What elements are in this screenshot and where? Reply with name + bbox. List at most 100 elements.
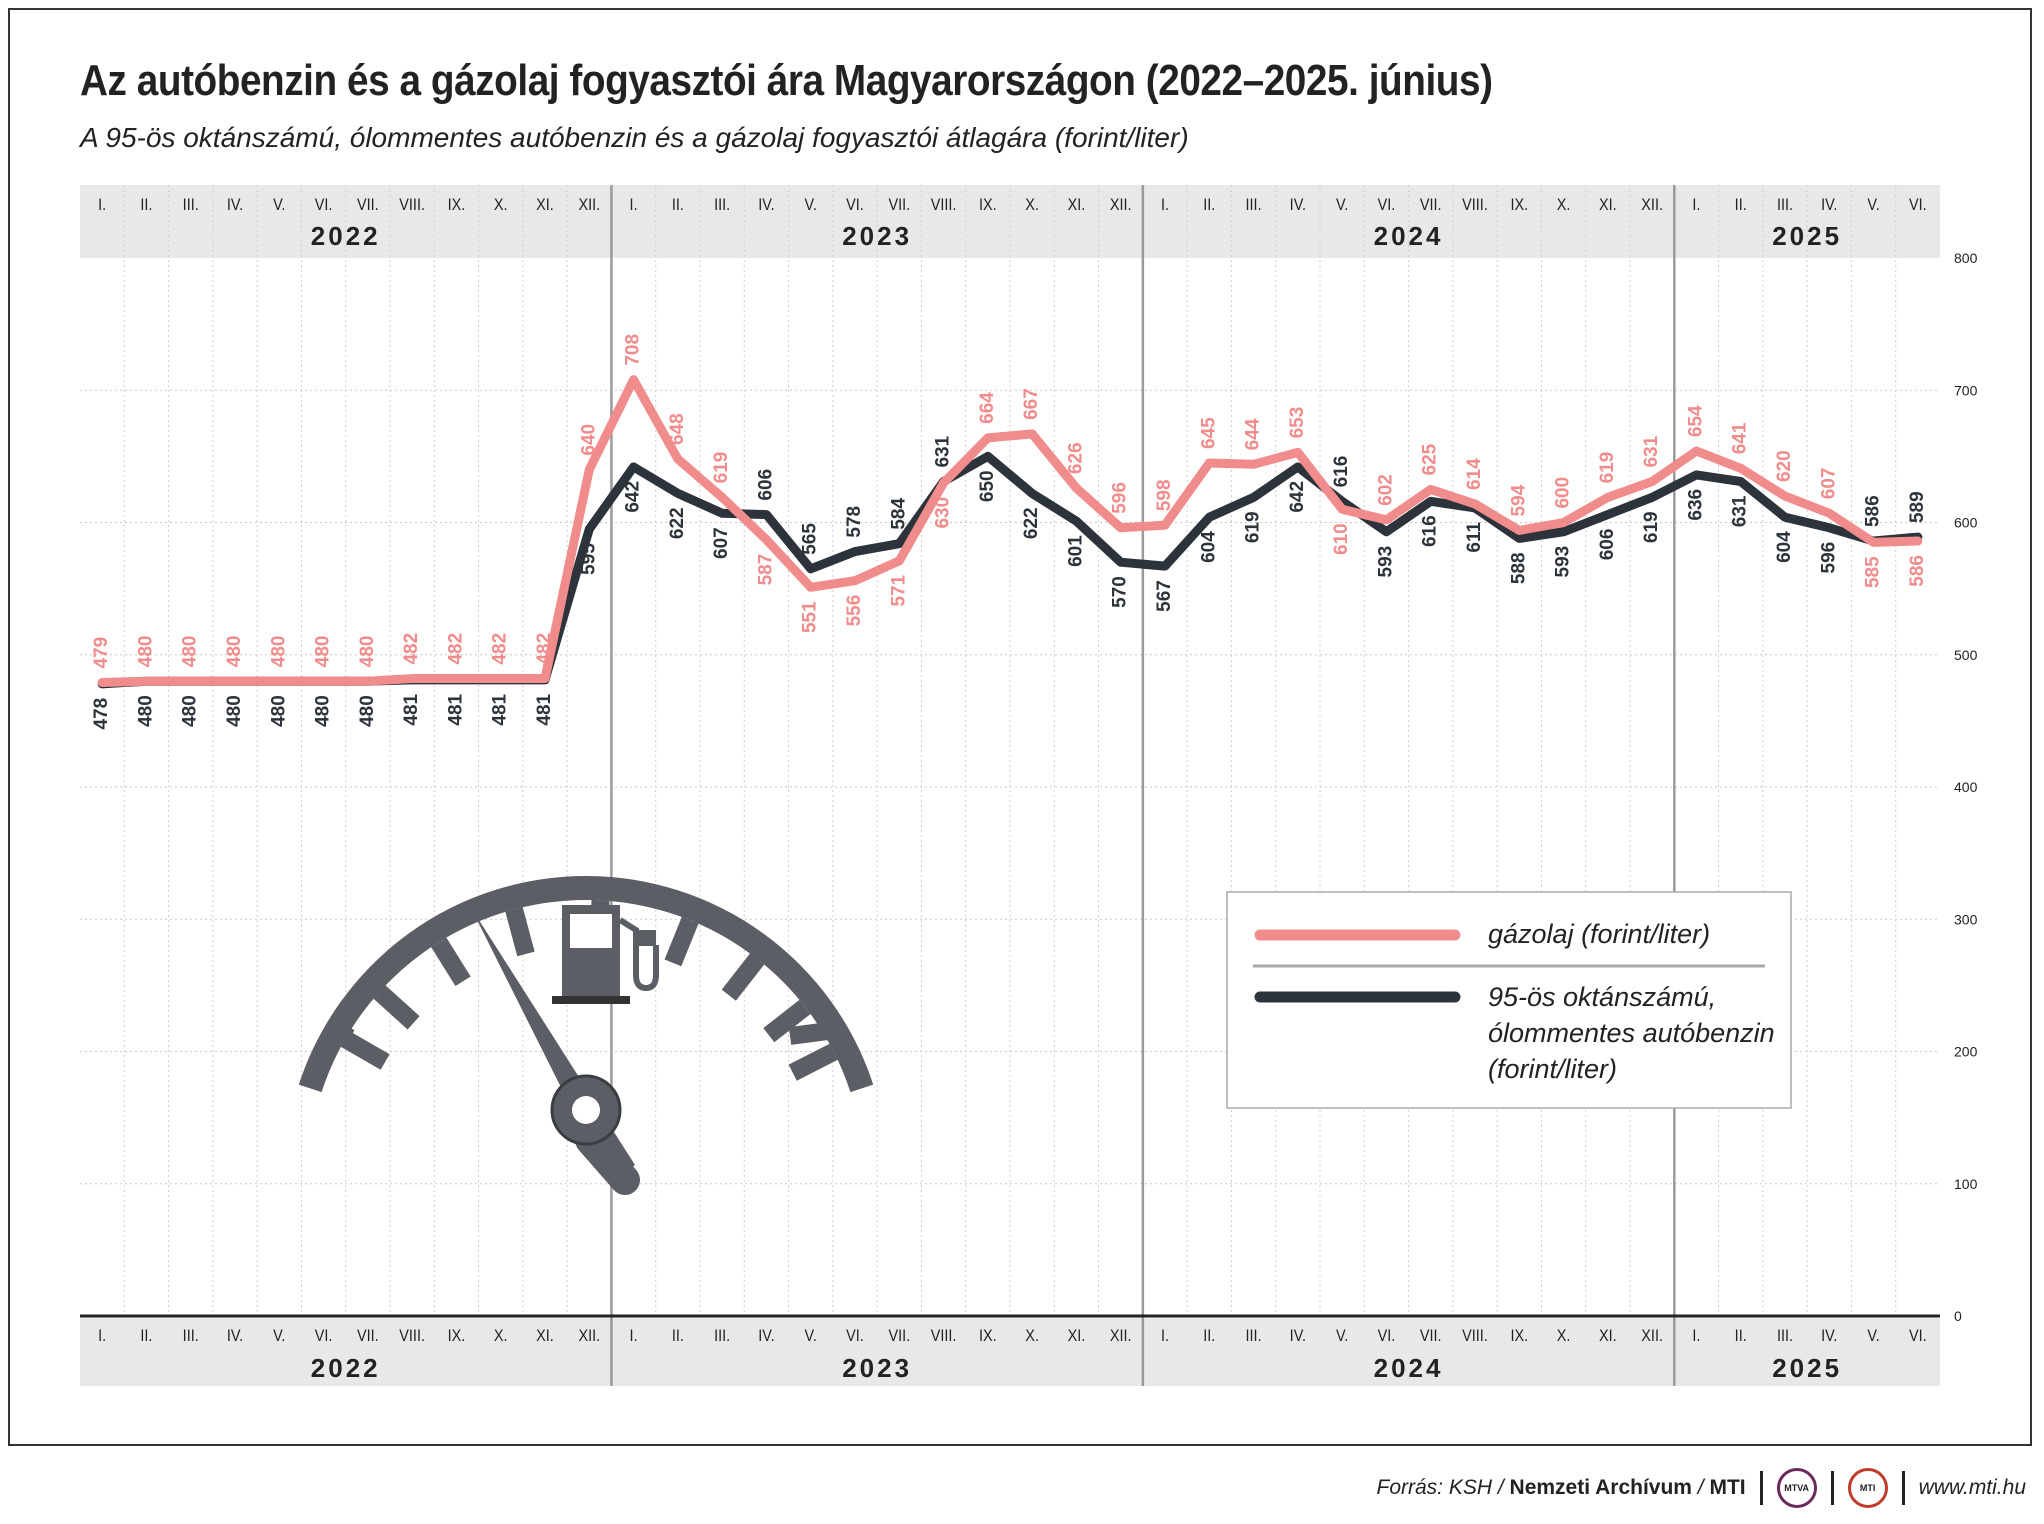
petrol-data-label: 619 <box>1641 511 1662 543</box>
month-label-bottom: XI. <box>1068 1327 1086 1345</box>
month-label-top: II. <box>1735 196 1747 214</box>
month-label-top: IV. <box>227 196 243 214</box>
petrol-data-label: 586 <box>1863 495 1884 527</box>
diesel-data-label: 641 <box>1730 422 1751 454</box>
petrol-data-label: 481 <box>490 693 511 725</box>
month-label-top: VII. <box>1420 196 1442 214</box>
petrol-data-label: 480 <box>135 695 156 727</box>
legend-label-petrol: (forint/liter) <box>1488 1054 1617 1084</box>
year-label-top: 2025 <box>1772 221 1842 251</box>
petrol-data-label: 589 <box>1907 491 1928 523</box>
month-label-top: X. <box>1025 196 1039 214</box>
diesel-data-label: 480 <box>268 635 289 667</box>
gauge-tick <box>431 937 471 987</box>
month-label-bottom: VI. <box>1909 1327 1927 1345</box>
fuel-pump-nozzle <box>638 930 656 946</box>
petrol-data-label: 650 <box>977 470 998 502</box>
gauge-arc <box>298 876 874 1093</box>
petrol-data-label: 611 <box>1464 522 1485 553</box>
month-label-bottom: XI. <box>536 1327 554 1345</box>
petrol-data-label: 642 <box>623 481 644 513</box>
month-label-top: XI. <box>1068 196 1086 214</box>
year-label-bottom: 2024 <box>1374 1353 1444 1383</box>
year-label-top: 2023 <box>842 221 912 251</box>
month-label-bottom: VI. <box>846 1327 864 1345</box>
month-label-bottom: I. <box>1692 1327 1700 1345</box>
month-label-top: IV. <box>1821 196 1837 214</box>
diesel-data-label: 708 <box>623 334 644 366</box>
month-label-bottom: VII. <box>888 1327 910 1345</box>
y-tick-label: 500 <box>1954 647 1978 663</box>
month-label-top: IX. <box>1510 196 1528 214</box>
month-label-top: IX. <box>448 196 466 214</box>
petrol-data-label: 619 <box>1243 511 1264 543</box>
gauge-end-hook <box>331 1022 355 1046</box>
petrol-data-label: 478 <box>91 698 112 730</box>
petrol-data-label: 622 <box>1021 507 1042 539</box>
mti-logo: MTI <box>1847 1468 1888 1508</box>
gauge-needle-tail <box>575 1125 640 1195</box>
footer-divider <box>1759 1471 1763 1505</box>
fuel-pump-hose <box>618 917 659 992</box>
month-label-bottom: IX. <box>448 1327 466 1345</box>
diesel-data-label: 664 <box>977 392 998 424</box>
gauge-tick <box>788 1043 838 1081</box>
website-link[interactable]: www.mti.hu <box>1918 1476 2026 1499</box>
diesel-data-label: 654 <box>1685 405 1706 437</box>
month-label-bottom: II. <box>672 1327 684 1345</box>
diesel-data-label: 653 <box>1287 407 1308 439</box>
source-separator: / <box>1691 1476 1710 1499</box>
diesel-data-label: 598 <box>1154 479 1175 511</box>
month-label-top: II. <box>140 196 152 214</box>
month-label-top: V. <box>273 196 285 214</box>
fuel-pump-window <box>570 914 612 948</box>
month-label-top: XII. <box>1641 196 1663 214</box>
footer-divider <box>1830 1471 1834 1505</box>
month-label-top: IX. <box>979 196 997 214</box>
line-chart: I. I. II. II. III. III. IV. IV. V. V. VI. VI. VII. VI… <box>80 185 1978 1386</box>
diesel-data-label: 667 <box>1021 388 1042 420</box>
month-label-bottom: X. <box>1025 1327 1039 1345</box>
petrol-data-label: 481 <box>445 693 466 725</box>
gauge-tick <box>721 953 765 1001</box>
month-label-top: X. <box>494 196 508 214</box>
month-label-bottom: III. <box>714 1327 730 1345</box>
month-label-bottom: III. <box>183 1327 199 1345</box>
month-label-bottom: XII. <box>1110 1327 1132 1345</box>
petrol-data-label: 584 <box>888 498 909 530</box>
month-label-top: VIII. <box>1462 196 1488 214</box>
month-label-bottom: IV. <box>1290 1327 1306 1345</box>
diesel-data-label: 640 <box>578 424 599 456</box>
petrol-data-label: 616 <box>1420 515 1441 547</box>
infographic-frame <box>8 8 2032 1446</box>
month-label-bottom: I. <box>98 1327 106 1345</box>
month-label-top: VI. <box>1909 196 1927 214</box>
month-label-top: XI. <box>1599 196 1617 214</box>
month-label-top: XI. <box>536 196 554 214</box>
month-label-top: III. <box>183 196 199 214</box>
petrol-data-label: 593 <box>1375 546 1396 578</box>
footer-divider <box>1901 1471 1905 1505</box>
petrol-data-label: 636 <box>1685 489 1706 521</box>
year-label-bottom: 2022 <box>311 1353 381 1383</box>
month-label-top: VI. <box>1378 196 1396 214</box>
month-label-top: I. <box>98 196 106 214</box>
diesel-data-label: 596 <box>1110 482 1131 514</box>
diesel-data-label: 480 <box>357 635 378 667</box>
diesel-data-label: 482 <box>445 633 466 665</box>
source-mti: MTI <box>1709 1476 1746 1499</box>
month-label-bottom: VII. <box>1420 1327 1442 1345</box>
month-label-bottom: IX. <box>979 1327 997 1345</box>
year-label-bottom: 2023 <box>842 1353 912 1383</box>
legend: gázolaj (forint/liter) 95-ös oktánszámú, ó… <box>1226 891 1792 1109</box>
y-tick-label: 300 <box>1954 911 1978 927</box>
petrol-data-label: 604 <box>1198 531 1219 563</box>
gauge-tick <box>763 999 811 1043</box>
month-label-top: VI. <box>315 196 333 214</box>
source-archive: Nemzeti Archívum <box>1509 1476 1692 1499</box>
diesel-data-label: 586 <box>1907 555 1928 587</box>
diesel-data-label: 551 <box>800 601 821 633</box>
gauge-end-hook <box>788 1021 838 1045</box>
petrol-data-label: 631 <box>1730 495 1751 527</box>
diesel-line <box>97 375 1923 688</box>
